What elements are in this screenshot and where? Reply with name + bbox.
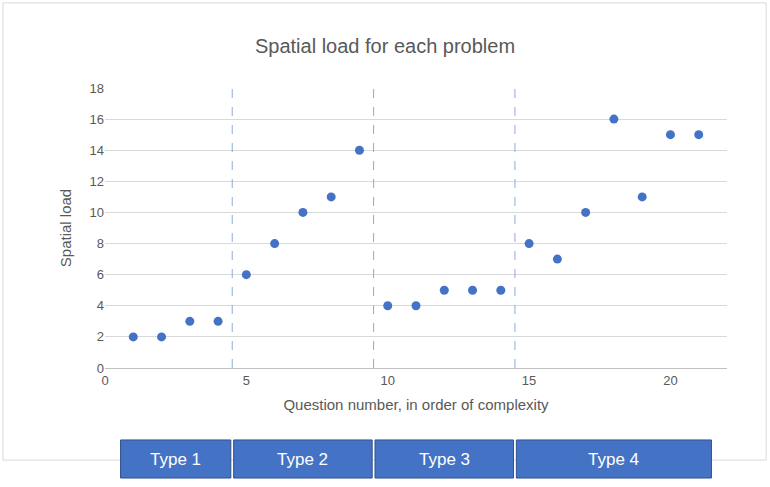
svg-text:Type 3: Type 3 [419,450,470,469]
svg-text:Question number, in order of c: Question number, in order of complexity [283,396,549,413]
svg-text:0: 0 [101,373,108,388]
svg-text:16: 16 [90,112,104,127]
svg-text:Type 2: Type 2 [277,450,328,469]
svg-text:0: 0 [97,361,104,376]
svg-text:Type 4: Type 4 [588,450,639,469]
svg-text:12: 12 [90,174,104,189]
svg-text:20: 20 [663,373,677,388]
svg-text:2: 2 [97,329,104,344]
svg-text:14: 14 [90,143,104,158]
svg-text:5: 5 [243,373,250,388]
svg-text:Type 1: Type 1 [150,450,201,469]
svg-text:8: 8 [97,236,104,251]
svg-text:18: 18 [90,81,104,96]
svg-text:Spatial load: Spatial load [57,189,74,267]
svg-text:10: 10 [380,373,394,388]
svg-text:4: 4 [97,298,104,313]
svg-text:10: 10 [90,205,104,220]
svg-text:15: 15 [522,373,536,388]
svg-text:6: 6 [97,267,104,282]
svg-text:Spatial load for each problem: Spatial load for each problem [255,35,515,57]
